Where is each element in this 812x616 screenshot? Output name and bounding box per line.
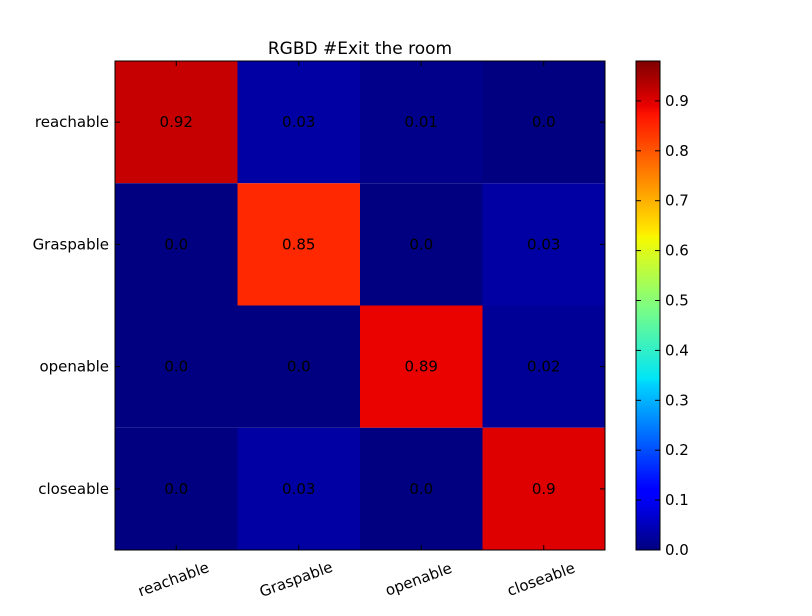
cell-value-label: 0.0 [164, 235, 188, 253]
heatmap-cell [482, 427, 605, 550]
heatmap-cell [360, 427, 483, 550]
colorbar-ticks: 0.0 0.1 0.2 0.3 0.4 0.5 0.6 0.7 0.8 0.9 [636, 92, 689, 559]
chart-title: RGBD #Exit the room [268, 39, 452, 59]
colorbar-tick-label: 0.8 [665, 142, 689, 160]
heatmap-cell [115, 305, 238, 428]
cell-value-label: 0.0 [409, 480, 433, 498]
x-tick-label: openable [383, 559, 455, 600]
heatmap-cell [482, 61, 605, 184]
cell-value-label: 0.03 [282, 113, 315, 131]
colorbar-gradient [636, 61, 660, 550]
heatmap-cell [115, 427, 238, 550]
heatmap-cell [482, 183, 605, 306]
cell-value-label: 0.0 [164, 480, 188, 498]
x-tick-label: closeable [505, 559, 578, 600]
colorbar-tick-label: 0.3 [665, 391, 689, 409]
cell-value-label: 0.9 [532, 480, 556, 498]
heatmap-cell-labels: 0.92 0.03 0.01 0.0 0.0 0.85 0.0 0.03 0.0 0.0 0.89 0… [160, 113, 561, 498]
colorbar-tick-label: 0.2 [665, 441, 689, 459]
cell-value-label: 0.0 [409, 235, 433, 253]
y-tick-label: Graspable [33, 235, 109, 253]
heatmap-cell [482, 305, 605, 428]
colorbar-tick-label: 0.4 [665, 341, 689, 359]
cell-value-label: 0.0 [164, 358, 188, 376]
cell-value-label: 0.85 [282, 235, 315, 253]
colorbar-tick-label: 0.6 [665, 242, 689, 260]
y-tick-label: reachable [35, 113, 109, 131]
x-tick-label: Graspable [257, 558, 335, 601]
colorbar-tick-label: 0.9 [665, 92, 689, 110]
y-axis: reachable Graspable openable closeable [33, 113, 605, 498]
plot-frame [114, 60, 606, 551]
colorbar-tick-label: 0.1 [665, 491, 689, 509]
colorbar-tick-label: 0.7 [665, 192, 689, 210]
cell-value-label: 0.03 [282, 480, 315, 498]
heatmap-cell [360, 183, 483, 306]
cell-value-label: 0.92 [160, 113, 193, 131]
cell-value-label: 0.01 [405, 113, 438, 131]
heatmap-cells [115, 61, 605, 550]
heatmap-cell [237, 61, 360, 184]
x-tick-label: reachable [136, 558, 212, 600]
heatmap-cell [115, 183, 238, 306]
heatmap-cell [237, 183, 360, 306]
y-tick-label: closeable [38, 480, 109, 498]
cell-value-label: 0.02 [527, 358, 560, 376]
cell-value-label: 0.89 [405, 358, 438, 376]
colorbar-tick-label: 0.0 [665, 541, 689, 559]
heatmap-cell [115, 61, 238, 184]
cell-value-label: 0.03 [527, 235, 560, 253]
y-tick-label: openable [39, 358, 109, 376]
colorbar: 0.0 0.1 0.2 0.3 0.4 0.5 0.6 0.7 0.8 0.9 [635, 60, 689, 559]
heatmap-cell [237, 305, 360, 428]
heatmap-cell [360, 305, 483, 428]
cell-value-label: 0.0 [532, 113, 556, 131]
colorbar-tick-label: 0.5 [665, 292, 689, 310]
heatmap-cell [237, 427, 360, 550]
colorbar-frame [635, 60, 661, 551]
cell-value-label: 0.0 [287, 358, 311, 376]
heatmap-cell [360, 61, 483, 184]
